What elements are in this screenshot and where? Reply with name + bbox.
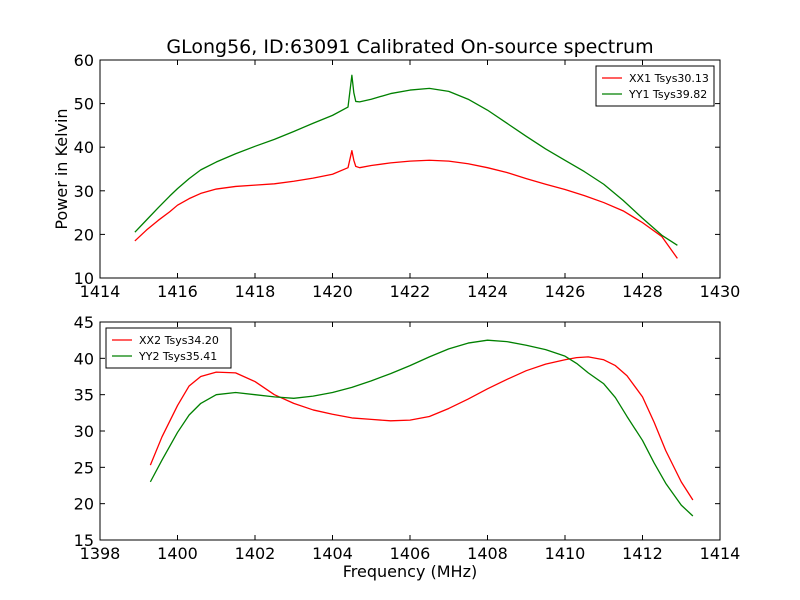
y-tick-label: 20 xyxy=(74,495,94,514)
x-tick-label: 1420 xyxy=(312,282,353,301)
y-tick-label: 30 xyxy=(74,182,94,201)
legend-1: XX1 Tsys30.13 YY1 Tsys39.82 xyxy=(595,65,715,107)
y-tick-label: 10 xyxy=(74,269,94,288)
x-tick-label: 1418 xyxy=(235,282,276,301)
y-axis-label: Power in Kelvin xyxy=(52,108,71,229)
x-tick-label: 1414 xyxy=(700,544,741,563)
x-tick-label: 1430 xyxy=(700,282,741,301)
x-tick-label: 1426 xyxy=(545,282,586,301)
chart-panel-2: 1398 1400 1402 1404 1406 1408 1410 1412 1414 15 20… xyxy=(74,313,741,581)
legend-label: XX2 Tsys34.20 xyxy=(139,334,219,347)
y-tick-label: 35 xyxy=(74,386,94,405)
chart-panel-1: 1414 1416 1418 1420 1422 1424 1426 1428 1430 10 20… xyxy=(52,51,740,301)
x-tick-label: 1400 xyxy=(157,544,198,563)
x-tick-label: 1398 xyxy=(80,544,121,563)
x-tick-label: 1414 xyxy=(80,282,121,301)
y-tick-label: 30 xyxy=(74,422,94,441)
y-tick-label: 40 xyxy=(74,138,94,157)
x-tick-label: 1424 xyxy=(467,282,508,301)
y-tick-label: 45 xyxy=(74,313,94,332)
x-tick-label: 1406 xyxy=(390,544,431,563)
y-tick-label: 50 xyxy=(74,95,94,114)
legend-box xyxy=(595,65,715,107)
legend-box xyxy=(105,327,232,369)
legend-label: YY1 Tsys39.82 xyxy=(628,88,707,101)
y-tick-label: 40 xyxy=(74,349,94,368)
x-tick-label: 1428 xyxy=(622,282,663,301)
y-tick-label: 60 xyxy=(74,51,94,70)
legend-2: XX2 Tsys34.20 YY2 Tsys35.41 xyxy=(105,327,232,369)
x-tick-label: 1402 xyxy=(235,544,276,563)
legend-label: YY2 Tsys35.41 xyxy=(138,350,217,363)
x-tick-label: 1416 xyxy=(157,282,198,301)
x-tick-label: 1408 xyxy=(467,544,508,563)
series-line-2-1 xyxy=(149,356,694,501)
y-tick-label: 25 xyxy=(74,458,94,477)
series-line-1-1 xyxy=(134,150,678,259)
x-tick-label: 1404 xyxy=(312,544,353,563)
legend-label: XX1 Tsys30.13 xyxy=(629,72,709,85)
x-tick-label: 1422 xyxy=(390,282,431,301)
chart-title: GLong56, ID:63091 Calibrated On-source s… xyxy=(166,36,653,58)
series-line-2-2 xyxy=(149,339,694,517)
x-tick-label: 1412 xyxy=(622,544,663,563)
x-axis-label: Frequency (MHz) xyxy=(343,562,477,581)
x-tick-label: 1410 xyxy=(545,544,586,563)
y-tick-label: 20 xyxy=(74,225,94,244)
series-line-1-2 xyxy=(134,74,678,246)
y-tick-label: 15 xyxy=(74,531,94,550)
